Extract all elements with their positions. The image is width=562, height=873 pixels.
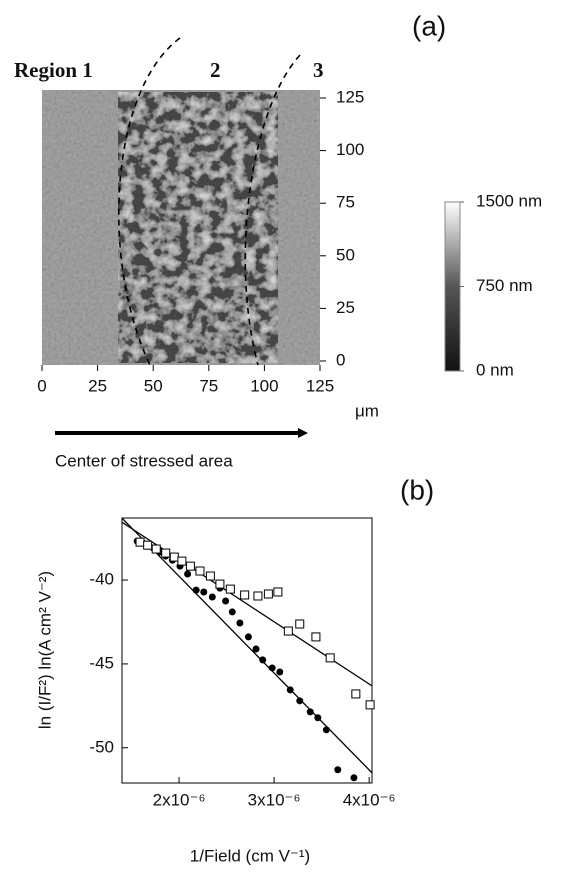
y-tick-label: -45 xyxy=(89,653,114,672)
data-point xyxy=(200,588,208,596)
data-point xyxy=(236,619,244,627)
fit-line xyxy=(122,518,372,774)
data-point xyxy=(240,590,250,600)
data-point xyxy=(244,633,252,641)
x-tick-label: 25 xyxy=(88,376,107,395)
x-unit: μm xyxy=(355,401,379,420)
data-point xyxy=(286,686,294,694)
data-point xyxy=(215,579,225,589)
data-point xyxy=(205,571,215,581)
region-label: 2 xyxy=(210,58,221,82)
data-point xyxy=(169,552,179,562)
data-point xyxy=(365,700,375,710)
arrow-label: Center of stressed area xyxy=(55,451,233,470)
data-point xyxy=(161,548,171,558)
data-point xyxy=(268,664,276,672)
data-point xyxy=(276,668,284,676)
data-point xyxy=(334,766,342,774)
plot-frame xyxy=(121,517,373,784)
y-tick-label: -50 xyxy=(89,737,114,756)
y-tick-label: -40 xyxy=(89,570,114,589)
data-point xyxy=(325,653,335,663)
data-point xyxy=(283,626,293,636)
data-point xyxy=(322,726,330,734)
x-tick-label: 4x10⁻⁶ xyxy=(343,790,396,809)
afm-particles xyxy=(118,92,278,363)
data-point xyxy=(184,570,192,578)
data-point xyxy=(192,586,200,594)
y-tick-label: 50 xyxy=(336,245,355,264)
data-point xyxy=(135,537,145,547)
region-label: Region 1 xyxy=(14,58,93,82)
x-tick-label: 75 xyxy=(199,376,218,395)
colorbar-label: 1500 nm xyxy=(476,191,542,210)
x-tick-label: 0 xyxy=(37,376,46,395)
x-tick-label: 3x10⁻⁶ xyxy=(248,790,301,809)
data-point xyxy=(208,593,216,601)
data-point xyxy=(177,556,187,566)
x-tick-label: 2x10⁻⁶ xyxy=(153,790,206,809)
data-point xyxy=(314,714,322,722)
x-tick-label: 125 xyxy=(306,376,334,395)
data-point xyxy=(295,619,305,629)
region-boundary xyxy=(118,37,181,366)
data-point xyxy=(228,608,236,616)
data-point xyxy=(273,587,283,597)
x-axis-label: 1/Field (cm V⁻¹) xyxy=(190,846,310,865)
data-point xyxy=(311,632,321,642)
data-point xyxy=(263,589,273,599)
y-tick-label: 100 xyxy=(336,140,364,159)
data-point xyxy=(195,566,205,576)
region-label: 3 xyxy=(313,58,324,82)
data-point xyxy=(306,708,314,716)
data-point xyxy=(252,645,260,653)
data-point xyxy=(222,597,230,605)
panel-label: (a) xyxy=(412,10,446,41)
data-point xyxy=(185,561,195,571)
data-point xyxy=(259,656,267,664)
y-tick-label: 75 xyxy=(336,193,355,212)
y-tick-label: 0 xyxy=(336,350,345,369)
data-point xyxy=(253,591,263,601)
data-point xyxy=(351,689,361,699)
data-point xyxy=(296,697,304,705)
data-point xyxy=(350,774,358,782)
colorbar xyxy=(444,201,461,372)
y-tick-label: 125 xyxy=(336,87,364,106)
x-tick-label: 50 xyxy=(144,376,163,395)
colorbar-label: 750 nm xyxy=(476,276,533,295)
data-point xyxy=(225,584,235,594)
y-axis-label: ln (I/F²) ln(A cm² V⁻²) xyxy=(35,571,54,729)
data-point xyxy=(143,540,153,550)
x-tick-label: 100 xyxy=(250,376,278,395)
region-boundary xyxy=(244,54,301,366)
panel-label: (b) xyxy=(400,474,434,505)
colorbar-label: 0 nm xyxy=(476,360,514,379)
y-tick-label: 25 xyxy=(336,298,355,317)
data-point xyxy=(151,544,161,554)
